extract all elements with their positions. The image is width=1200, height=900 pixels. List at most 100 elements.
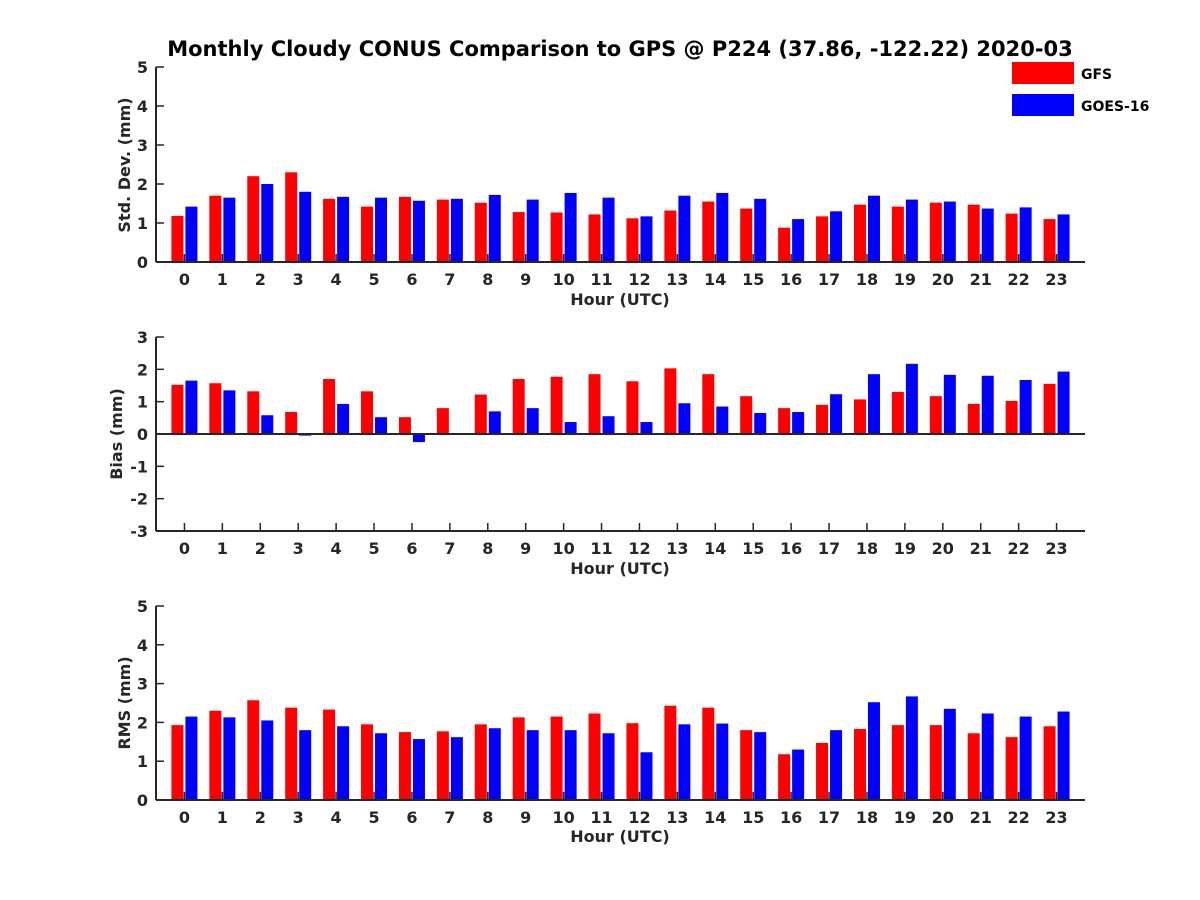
bar-goes16-hour-19	[905, 199, 918, 262]
bar-goes16-hour-3	[299, 191, 312, 262]
bar-gfs-hour-12	[626, 723, 639, 800]
x-tick-label: 6	[406, 270, 417, 289]
x-tick-label: 15	[742, 808, 764, 827]
x-tick-label: 11	[590, 539, 612, 558]
bar-goes16-hour-1	[223, 390, 236, 434]
bar-goes16-hour-22	[1019, 380, 1032, 434]
bar-gfs-hour-4	[323, 379, 336, 434]
bar-goes16-hour-22	[1019, 207, 1032, 262]
bar-gfs-hour-0	[171, 384, 184, 434]
x-tick-label: 3	[293, 808, 304, 827]
bar-goes16-hour-21	[981, 208, 994, 262]
bar-goes16-hour-2	[261, 184, 274, 262]
x-tick-label: 7	[444, 808, 455, 827]
legend-label-goes16: GOES-16	[1081, 99, 1149, 115]
bar-goes16-hour-7	[450, 198, 463, 262]
bar-gfs-hour-19	[891, 725, 904, 800]
x-tick-label: 18	[856, 808, 878, 827]
bar-gfs-hour-21	[967, 403, 980, 434]
bar-goes16-hour-3	[299, 730, 312, 800]
x-tick-label: 22	[1008, 808, 1030, 827]
y-tick-label: 0	[137, 791, 148, 810]
bar-gfs-hour-21	[967, 204, 980, 262]
legend-swatch-gfs	[1012, 62, 1074, 84]
x-tick-label: 13	[666, 808, 688, 827]
bar-gfs-hour-6	[398, 417, 411, 434]
bar-goes16-hour-6	[412, 200, 425, 262]
x-tick-label: 20	[932, 270, 954, 289]
chart-title: Monthly Cloudy CONUS Comparison to GPS @…	[167, 37, 1073, 61]
bar-goes16-hour-6	[412, 434, 425, 443]
x-tick-label: 0	[179, 539, 190, 558]
bar-goes16-hour-10	[564, 730, 577, 800]
x-tick-label: 21	[970, 270, 992, 289]
bar-goes16-hour-14	[716, 723, 729, 800]
bar-goes16-hour-12	[640, 216, 653, 262]
x-tick-label: 21	[970, 808, 992, 827]
x-tick-label: 7	[444, 539, 455, 558]
bar-gfs-hour-1	[209, 195, 222, 262]
bar-gfs-hour-18	[853, 729, 866, 800]
bar-gfs-hour-23	[1043, 383, 1056, 434]
bar-goes16-hour-2	[261, 415, 274, 434]
bar-goes16-hour-10	[564, 192, 577, 262]
bar-gfs-hour-23	[1043, 726, 1056, 800]
x-tick-label: 9	[520, 539, 531, 558]
bar-gfs-hour-22	[1005, 213, 1018, 262]
y-tick-label: 3	[137, 328, 148, 347]
bar-gfs-hour-0	[171, 725, 184, 800]
x-tick-label: 16	[780, 539, 802, 558]
bar-gfs-hour-10	[550, 716, 563, 800]
bar-gfs-hour-20	[929, 396, 942, 434]
y-tick-label: 3	[137, 136, 148, 155]
bar-gfs-hour-4	[323, 709, 336, 800]
bar-gfs-hour-15	[740, 730, 753, 800]
x-tick-label: 21	[970, 539, 992, 558]
bar-goes16-hour-1	[223, 197, 236, 262]
y-tick-label: 2	[137, 360, 148, 379]
bar-gfs-hour-1	[209, 383, 222, 434]
x-tick-label: 19	[894, 539, 916, 558]
bar-goes16-hour-9	[526, 408, 539, 434]
bar-goes16-hour-4	[337, 196, 350, 262]
bar-gfs-hour-17	[816, 404, 829, 434]
bar-gfs-hour-17	[816, 742, 829, 800]
bar-gfs-hour-7	[436, 408, 449, 434]
x-tick-label: 6	[406, 808, 417, 827]
x-tick-label: 15	[742, 270, 764, 289]
bar-goes16-hour-13	[678, 403, 691, 434]
bar-gfs-hour-20	[929, 202, 942, 262]
bar-goes16-hour-23	[1057, 711, 1070, 800]
bar-goes16-hour-20	[943, 708, 956, 800]
bar-goes16-hour-8	[488, 194, 501, 262]
bar-goes16-hour-13	[678, 195, 691, 262]
x-tick-label: 4	[331, 270, 342, 289]
bar-goes16-hour-12	[640, 422, 653, 434]
bar-gfs-hour-15	[740, 208, 753, 262]
x-tick-label: 17	[818, 270, 840, 289]
bar-goes16-hour-22	[1019, 716, 1032, 800]
x-axis-label: Hour (UTC)	[570, 827, 670, 846]
bar-gfs-hour-4	[323, 198, 336, 262]
bar-goes16-hour-5	[375, 733, 388, 800]
bar-goes16-hour-13	[678, 724, 691, 800]
bar-goes16-hour-14	[716, 406, 729, 434]
bar-goes16-hour-0	[185, 206, 198, 262]
bar-goes16-hour-21	[981, 713, 994, 800]
x-tick-label: 6	[406, 539, 417, 558]
bar-gfs-hour-9	[512, 379, 525, 434]
x-tick-label: 23	[1045, 270, 1067, 289]
bar-gfs-hour-21	[967, 733, 980, 800]
bar-gfs-hour-8	[474, 394, 487, 434]
x-tick-label: 4	[331, 808, 342, 827]
x-tick-label: 19	[894, 270, 916, 289]
x-tick-label: 2	[255, 539, 266, 558]
x-tick-label: 0	[179, 270, 190, 289]
bar-goes16-hour-15	[754, 732, 767, 800]
bar-gfs-hour-19	[891, 391, 904, 434]
bar-goes16-hour-19	[905, 363, 918, 434]
